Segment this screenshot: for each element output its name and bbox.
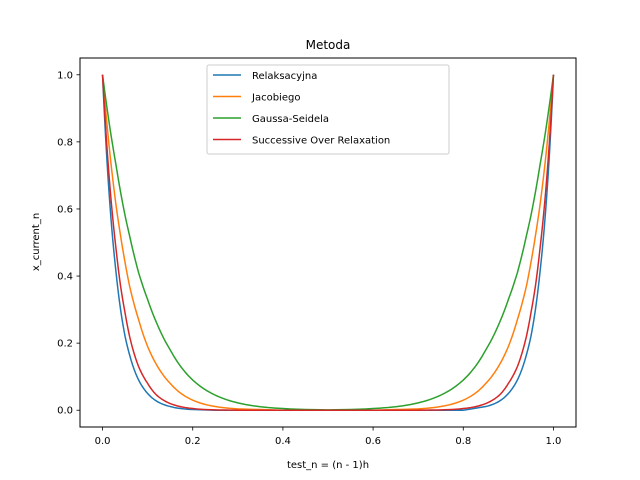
legend: Relaksacyjna Jacobiego Gaussa-Seidela Succe… bbox=[206, 64, 450, 155]
y-tick-label: 0.2 bbox=[57, 339, 73, 350]
y-tick-label: 1.0 bbox=[57, 70, 73, 81]
x-tick-label: 1.0 bbox=[546, 436, 562, 447]
y-tick-label: 0.6 bbox=[57, 204, 73, 215]
y-tick-label: 0.0 bbox=[57, 406, 73, 417]
plot-area bbox=[79, 57, 577, 428]
x-tick-label: 0.4 bbox=[275, 436, 291, 447]
x-tick-label: 0.0 bbox=[95, 436, 111, 447]
y-axis: 0.0 0.2 0.4 0.6 0.8 1.0 bbox=[57, 70, 80, 417]
x-axis-label: test_n = (n - 1)h bbox=[287, 460, 369, 471]
x-tick-label: 0.2 bbox=[185, 436, 201, 447]
x-tick-label: 0.6 bbox=[365, 436, 381, 447]
x-axis: 0.0 0.2 0.4 0.6 0.8 1.0 bbox=[95, 427, 562, 447]
legend-label: Successive Over Relaxation bbox=[252, 136, 390, 147]
legend-box bbox=[206, 64, 450, 155]
legend-label: Jacobiego bbox=[251, 93, 300, 104]
plot-frame bbox=[79, 57, 577, 428]
y-axis-label: x_current_n bbox=[31, 213, 42, 271]
legend-label: Relaksacyjna bbox=[252, 71, 317, 82]
series-line-4 bbox=[101, 74, 555, 411]
legend-label: Gaussa-Seidela bbox=[252, 114, 329, 125]
x-tick-label: 0.8 bbox=[455, 436, 471, 447]
y-tick-label: 0.4 bbox=[57, 272, 73, 283]
chart-title: Metoda bbox=[306, 38, 351, 52]
y-tick-label: 0.8 bbox=[57, 137, 73, 148]
